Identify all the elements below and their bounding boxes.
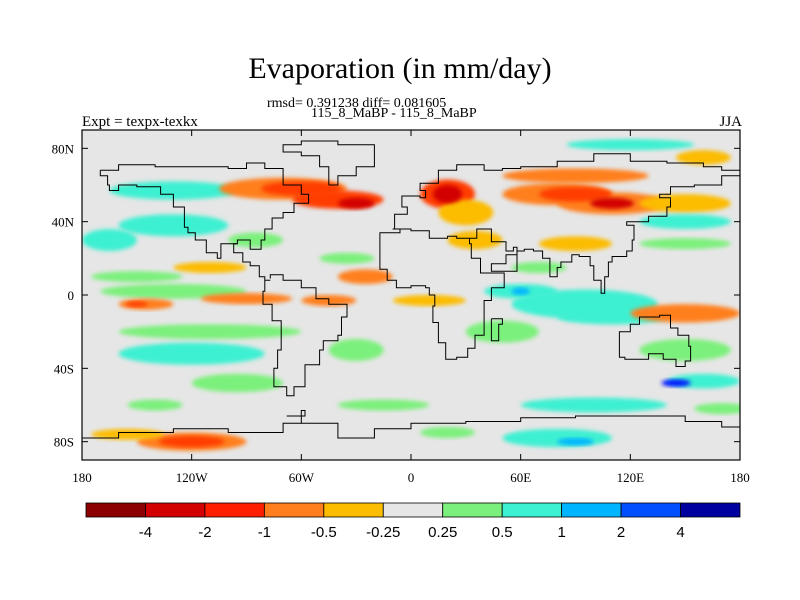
- coastline-6: [282, 140, 375, 186]
- field-core-2: [432, 185, 463, 204]
- lon-tick-label-6: 180: [730, 470, 750, 485]
- stats-line: rmsd= 0.391238 diff= 0.081605: [267, 96, 447, 111]
- colorbar-swatch-10: [680, 502, 741, 518]
- colorbar-swatch-1: [145, 502, 206, 518]
- field-patch-29: [502, 168, 649, 184]
- lon-tick-label-2: 60W: [289, 470, 315, 485]
- field-patch-32: [639, 194, 731, 213]
- field-patch-36: [538, 236, 613, 252]
- field-patch-31: [676, 150, 731, 165]
- lon-tick-label-4: 60E: [510, 470, 531, 485]
- field-core-0: [158, 436, 225, 448]
- colorbar-swatch-2: [204, 502, 265, 518]
- field-core-7: [557, 438, 594, 446]
- season-label: JJA: [719, 114, 742, 130]
- colorbar-label-5: 0.25: [428, 524, 457, 541]
- field-patch-45: [502, 428, 613, 448]
- field-patch-23: [438, 199, 494, 226]
- field-patch-33: [566, 139, 695, 151]
- field-patch-13: [91, 428, 165, 440]
- contour-fields: [82, 139, 740, 451]
- field-patch-17: [319, 252, 375, 264]
- lon-tick-label-1: 120W: [176, 470, 209, 485]
- lon-tick-label-5: 120E: [617, 470, 645, 485]
- plot-title: Evaporation (in mm/day): [248, 52, 552, 85]
- lon-tick-label-3: 0: [408, 470, 415, 485]
- field-patch-37: [511, 262, 567, 273]
- field-patch-16: [228, 232, 284, 248]
- colorbar-swatch-5: [382, 502, 444, 518]
- field-patch-11: [127, 399, 183, 411]
- colorbar-swatch-6: [442, 502, 503, 518]
- field-patch-46: [420, 427, 475, 438]
- colorbar-label-6: 0.5: [492, 524, 513, 541]
- colorbar-label-7: 1: [557, 524, 565, 541]
- field-patch-18: [337, 269, 393, 284]
- coastline-1: [99, 170, 238, 259]
- field-core-3: [538, 186, 613, 202]
- lat-tick-label-1: 40N: [52, 215, 75, 230]
- field-patch-24: [447, 230, 503, 250]
- field-core-5: [337, 197, 375, 209]
- coastline-7: [490, 318, 503, 342]
- field-core-8: [511, 287, 530, 296]
- field-patch-7: [200, 293, 293, 305]
- field-patch-10: [191, 373, 284, 393]
- coastline-5: [618, 314, 692, 367]
- field-patch-21: [337, 399, 430, 411]
- colorbar-swatch-4: [323, 502, 384, 518]
- coastline-3: [379, 228, 505, 360]
- field-patch-41: [639, 339, 731, 361]
- colorbar-label-3: -0.5: [311, 524, 337, 541]
- coastline-0: [100, 162, 348, 397]
- field-patch-34: [639, 214, 731, 230]
- coastline-8: [82, 410, 306, 442]
- lat-tick-label-3: 40S: [54, 361, 74, 376]
- lon-tick-label-0: 180: [72, 470, 92, 485]
- field-patch-44: [520, 397, 667, 413]
- coastlines: [82, 140, 740, 442]
- lat-tick-label-0: 80N: [52, 141, 75, 156]
- field-core-9: [125, 301, 148, 307]
- colorbar: -4 -2 -1 -0.5 -0.25 0.25 0.5 1 2 4: [85, 502, 741, 541]
- field-patch-4: [91, 271, 183, 283]
- axis-ticks: 180 120W 60W 0 60E 120E 180 80N 40N 0 40S 80S: [52, 130, 750, 485]
- field-patch-2: [118, 214, 229, 237]
- colorbar-swatch-0: [85, 502, 146, 518]
- case-line: 115_8_MaBP - 115_8_MaBP: [311, 106, 477, 121]
- colorbar-swatch-7: [501, 502, 563, 518]
- field-patch-1: [82, 229, 137, 251]
- field-core-4: [590, 197, 634, 209]
- colorbar-swatch-8: [561, 502, 622, 518]
- field-patch-20: [328, 339, 384, 361]
- colorbar-label-4: -0.25: [366, 524, 400, 541]
- field-patch-3: [173, 262, 247, 273]
- field-patch-35: [639, 238, 731, 250]
- colorbar-label-1: -2: [198, 524, 211, 541]
- colorbar-swatch-3: [263, 502, 325, 518]
- colorbar-label-2: -1: [258, 524, 271, 541]
- colorbar-label-9: 4: [676, 524, 684, 541]
- experiment-label: Expt = texpx-texkx: [82, 114, 198, 130]
- lat-tick-label-2: 0: [68, 288, 75, 303]
- coastline-4: [469, 174, 740, 294]
- coastline-9: [301, 415, 740, 439]
- colorbar-label-0: -4: [139, 524, 152, 541]
- field-patch-43: [694, 403, 740, 415]
- coastline-2: [392, 153, 740, 230]
- field-patch-5: [100, 284, 247, 299]
- field-patch-0: [109, 181, 238, 200]
- colorbar-swatch-9: [620, 502, 681, 518]
- field-patch-25: [392, 295, 466, 306]
- field-core-6: [661, 379, 691, 387]
- field-patch-9: [118, 342, 265, 365]
- colorbar-label-8: 2: [617, 524, 625, 541]
- field-patch-40: [630, 304, 740, 323]
- field-patch-8: [118, 324, 302, 339]
- lat-tick-label-4: 80S: [54, 435, 74, 450]
